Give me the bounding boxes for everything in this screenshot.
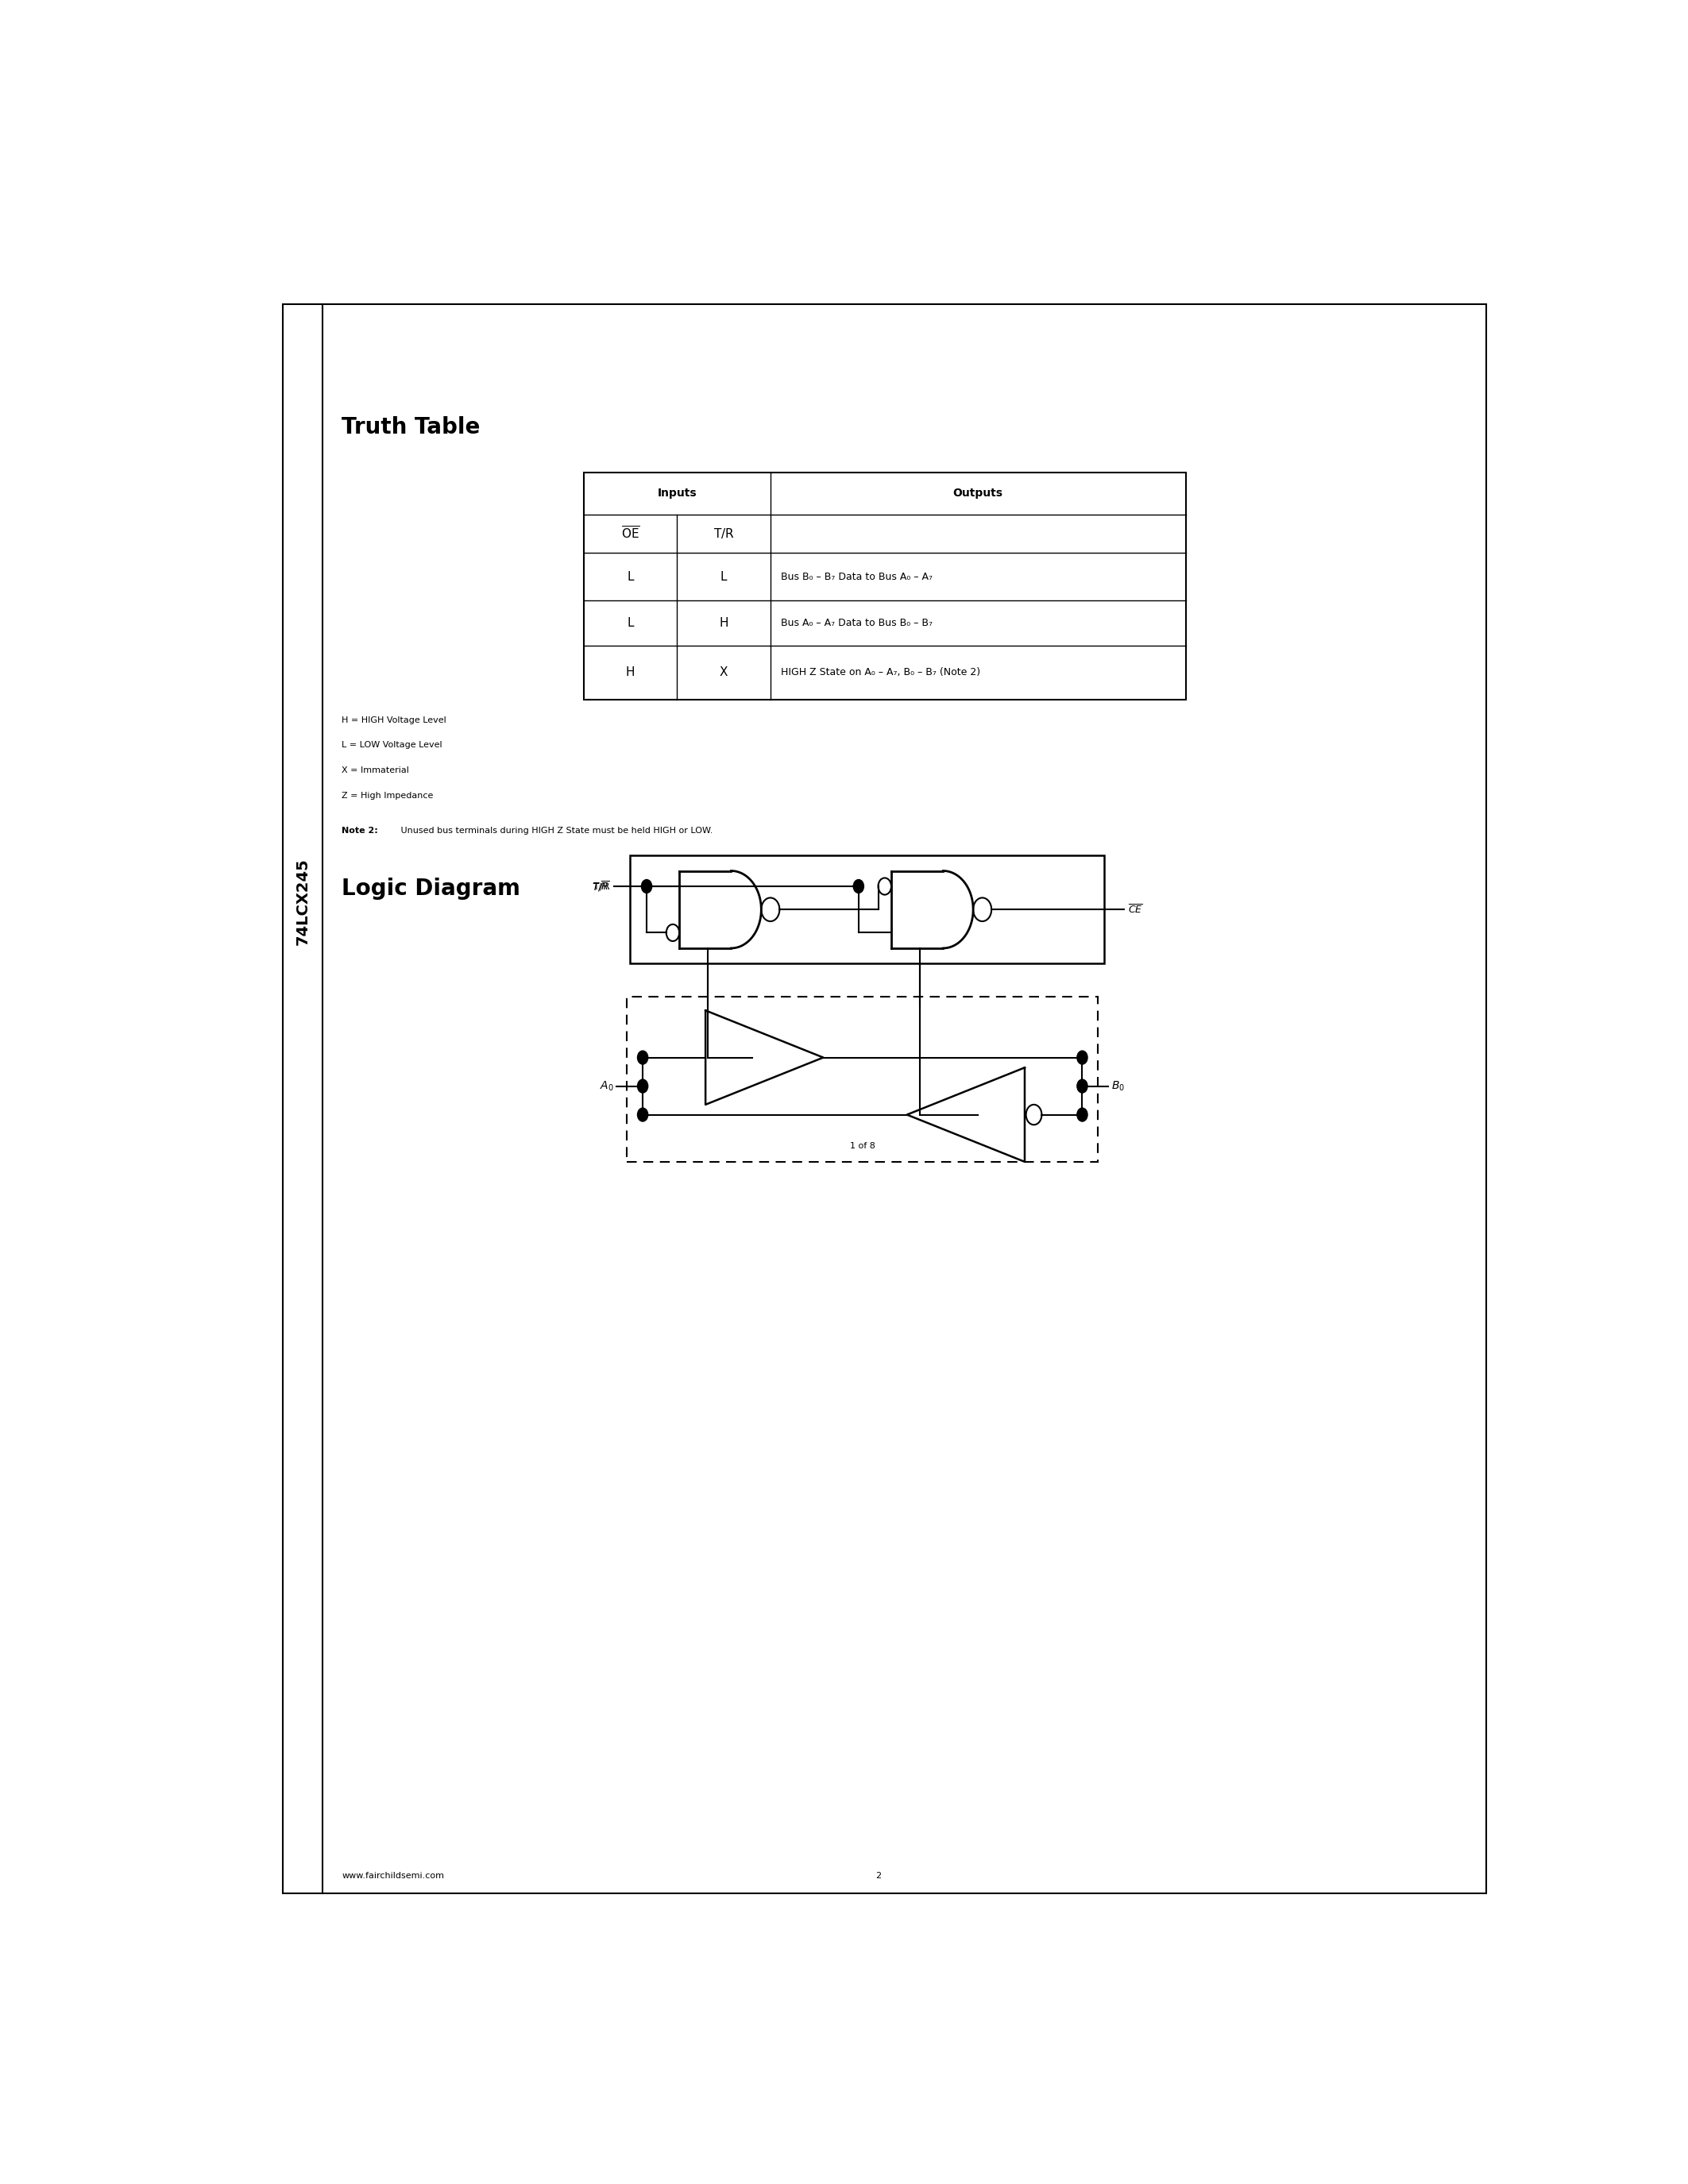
Circle shape <box>638 1079 648 1092</box>
Text: Inputs: Inputs <box>657 487 697 498</box>
Text: Outputs: Outputs <box>954 487 1003 498</box>
Text: H = HIGH Voltage Level: H = HIGH Voltage Level <box>341 716 446 725</box>
Circle shape <box>854 880 864 893</box>
Text: H: H <box>626 666 635 679</box>
Text: $\overline{\mathsf{OE}}$: $\overline{\mathsf{OE}}$ <box>621 526 640 542</box>
Text: Unused bus terminals during HIGH Z State must be held HIGH or LOW.: Unused bus terminals during HIGH Z State… <box>398 828 712 834</box>
Bar <box>626 996 1097 1162</box>
Text: www.fairchildsemi.com: www.fairchildsemi.com <box>341 1872 444 1880</box>
Text: $\overline{CE}$: $\overline{CE}$ <box>1128 904 1143 915</box>
Text: $B_0$: $B_0$ <box>1111 1079 1124 1092</box>
Circle shape <box>638 1051 648 1064</box>
Text: Logic Diagram: Logic Diagram <box>341 878 520 900</box>
Text: X: X <box>719 666 728 679</box>
Text: $T/\overline{R}$: $T/\overline{R}$ <box>592 880 609 893</box>
Text: L = LOW Voltage Level: L = LOW Voltage Level <box>341 740 442 749</box>
Text: T/R: T/R <box>594 880 609 891</box>
Text: 2: 2 <box>876 1872 881 1880</box>
Text: Note 2:: Note 2: <box>341 828 378 834</box>
Text: 1 of 8: 1 of 8 <box>849 1142 874 1151</box>
Circle shape <box>1077 1079 1087 1092</box>
Text: 74LCX245: 74LCX245 <box>295 858 311 946</box>
Circle shape <box>1077 1051 1087 1064</box>
Text: X = Immaterial: X = Immaterial <box>341 767 408 775</box>
Text: Z = High Impedance: Z = High Impedance <box>341 793 434 799</box>
Bar <box>630 856 1104 963</box>
Text: HIGH Z State on A₀ – A₇, B₀ – B₇ (Note 2): HIGH Z State on A₀ – A₇, B₀ – B₇ (Note 2… <box>782 668 981 677</box>
Circle shape <box>638 1107 648 1120</box>
Text: Bus A₀ – A₇ Data to Bus B₀ – B₇: Bus A₀ – A₇ Data to Bus B₀ – B₇ <box>782 618 932 629</box>
Text: Bus B₀ – B₇ Data to Bus A₀ – A₇: Bus B₀ – B₇ Data to Bus A₀ – A₇ <box>782 572 932 581</box>
Text: L: L <box>721 570 728 583</box>
Text: $A_0$: $A_0$ <box>599 1079 614 1092</box>
Text: H: H <box>719 618 728 629</box>
Text: Truth Table: Truth Table <box>341 417 481 439</box>
Text: $\mathsf{T/R}$: $\mathsf{T/R}$ <box>714 526 734 539</box>
Circle shape <box>1077 1107 1087 1120</box>
Circle shape <box>641 880 652 893</box>
Text: L: L <box>628 570 635 583</box>
Text: L: L <box>628 618 635 629</box>
Bar <box>584 472 1185 699</box>
